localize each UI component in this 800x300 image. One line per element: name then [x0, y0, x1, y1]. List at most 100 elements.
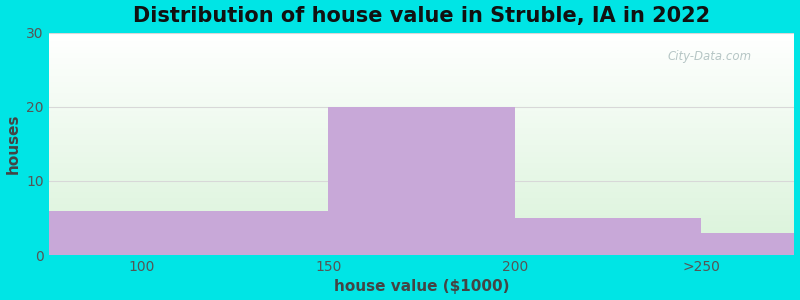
Bar	[49, 94, 794, 95]
Bar	[49, 144, 794, 145]
Bar	[49, 200, 794, 202]
Bar	[49, 100, 794, 102]
Bar	[49, 44, 794, 45]
Bar	[49, 182, 794, 183]
Bar	[49, 207, 794, 208]
Bar	[49, 97, 794, 98]
Bar	[49, 87, 794, 88]
Bar	[49, 74, 794, 75]
Bar	[49, 112, 794, 113]
Bar	[49, 55, 794, 56]
Bar	[49, 162, 794, 163]
Bar	[49, 52, 794, 53]
Bar	[49, 205, 794, 206]
Bar	[49, 226, 794, 227]
Bar	[514, 218, 702, 255]
Bar	[49, 40, 794, 42]
Bar	[49, 156, 794, 157]
Bar	[49, 175, 794, 176]
Bar	[49, 102, 794, 103]
Bar	[49, 140, 794, 142]
Bar	[49, 227, 794, 228]
Bar	[49, 228, 794, 230]
Bar	[49, 189, 794, 190]
Bar	[49, 59, 794, 61]
Bar	[49, 137, 794, 138]
Bar	[49, 239, 794, 241]
Bar	[49, 222, 794, 223]
Bar	[49, 213, 794, 214]
Bar	[49, 203, 794, 204]
Bar	[49, 246, 794, 247]
Bar	[49, 69, 794, 70]
Bar	[49, 192, 794, 193]
Bar	[49, 96, 794, 97]
Bar	[49, 250, 794, 252]
Bar	[49, 142, 794, 143]
Bar	[49, 35, 794, 36]
Bar	[49, 187, 794, 188]
Bar	[49, 133, 794, 134]
Bar	[235, 211, 328, 255]
Bar	[49, 166, 794, 167]
Bar	[49, 93, 794, 94]
Bar	[49, 233, 794, 234]
Bar	[49, 34, 794, 35]
Bar	[49, 211, 235, 255]
Bar	[49, 197, 794, 198]
Bar	[49, 66, 794, 67]
Bar	[49, 33, 794, 34]
Bar	[49, 58, 794, 59]
Bar	[49, 49, 794, 50]
Bar	[49, 231, 794, 232]
Bar	[49, 72, 794, 73]
Bar	[49, 165, 794, 166]
Bar	[49, 70, 794, 72]
Bar	[49, 254, 794, 255]
Bar	[49, 122, 794, 123]
Bar	[49, 73, 794, 74]
Bar	[49, 247, 794, 248]
Bar	[49, 143, 794, 144]
Y-axis label: houses: houses	[6, 114, 21, 174]
Bar	[49, 242, 794, 243]
Bar	[49, 149, 794, 151]
Bar	[49, 190, 794, 192]
Bar	[49, 119, 794, 121]
Bar	[49, 121, 794, 122]
Bar	[49, 153, 794, 154]
Bar	[49, 118, 794, 119]
Bar	[49, 147, 794, 148]
Bar	[49, 88, 794, 89]
Bar	[49, 105, 794, 106]
Bar	[49, 135, 794, 136]
Bar	[49, 138, 794, 140]
Bar	[49, 215, 794, 216]
Bar	[49, 230, 794, 231]
Bar	[49, 126, 794, 127]
Bar	[49, 238, 794, 239]
Text: City-Data.com: City-Data.com	[668, 50, 752, 64]
Bar	[49, 83, 794, 84]
Bar	[49, 223, 794, 224]
Bar	[49, 63, 794, 64]
X-axis label: house value ($1000): house value ($1000)	[334, 279, 510, 294]
Bar	[49, 98, 794, 99]
Bar	[49, 146, 794, 147]
Bar	[49, 148, 794, 149]
Bar	[49, 212, 794, 213]
Bar	[49, 48, 794, 49]
Bar	[49, 235, 794, 236]
Bar	[49, 220, 794, 222]
Bar	[49, 108, 794, 110]
Bar	[49, 170, 794, 172]
Bar	[49, 194, 794, 195]
Bar	[49, 179, 794, 181]
Bar	[49, 91, 794, 92]
Bar	[49, 127, 794, 128]
Bar	[49, 172, 794, 173]
Bar	[49, 163, 794, 164]
Bar	[49, 145, 794, 146]
Bar	[49, 47, 794, 48]
Bar	[49, 181, 794, 182]
